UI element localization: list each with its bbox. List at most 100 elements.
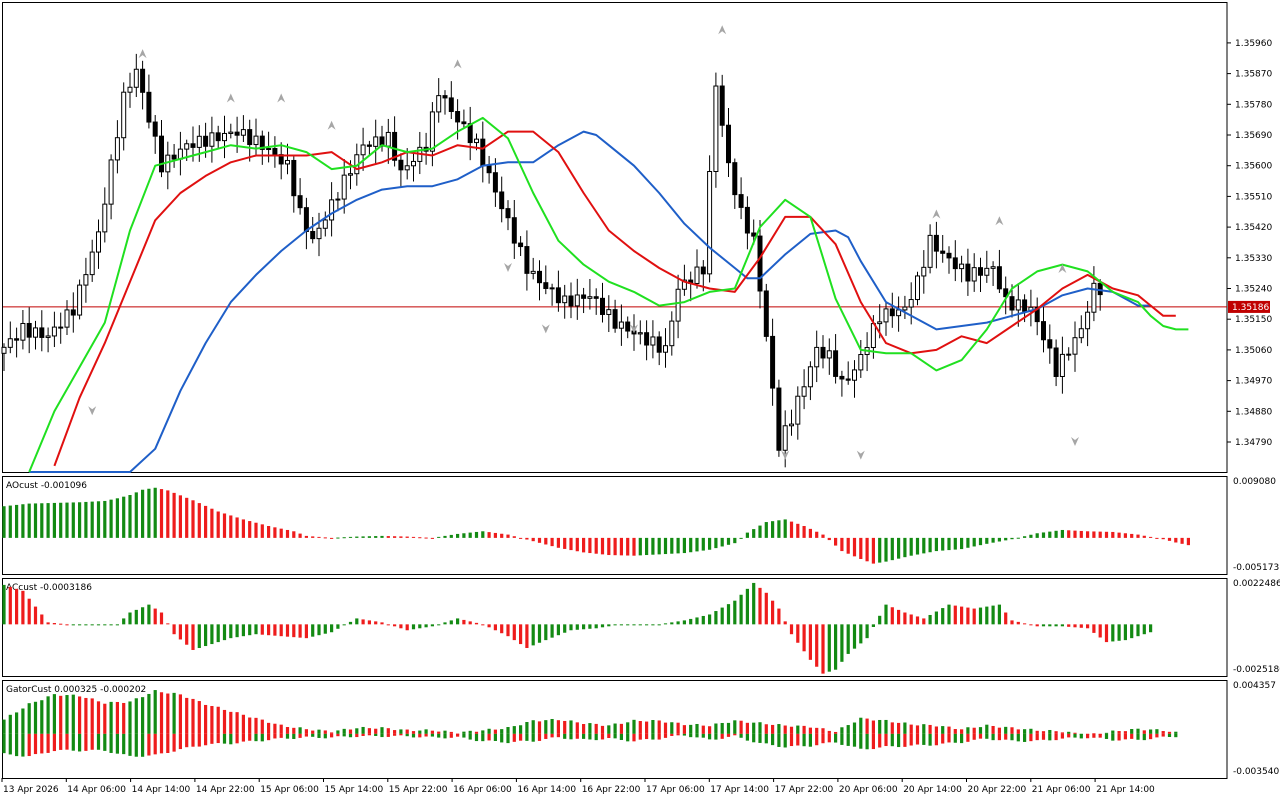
gator-upper-bar [651, 720, 655, 734]
gator-lower-bar [594, 733, 598, 741]
ao-bar [330, 537, 334, 539]
gator-lower-bar [298, 733, 302, 738]
gator-lower-bar [21, 733, 25, 757]
gator-lower-bar [260, 733, 264, 742]
ac-bar [468, 621, 472, 625]
ac-bar [821, 624, 825, 674]
gator-lower-bar [569, 733, 573, 740]
gator-lower-bar [330, 733, 334, 738]
candle-body [555, 287, 561, 304]
candle-body [474, 138, 479, 144]
ao-bar [878, 537, 882, 563]
gator-axis-label: 0.004357 [1233, 681, 1276, 691]
ao-bar [915, 537, 920, 555]
ao-bar [771, 521, 775, 538]
ac-bar [273, 624, 277, 636]
ac-bar [481, 624, 485, 626]
ao-indicator-pane[interactable]: AOcust -0.001096 0.009080 -0.005173 [2, 476, 1279, 575]
gator-upper-bar [449, 731, 453, 734]
gator-upper-bar [330, 732, 334, 734]
gator-upper-bar [991, 725, 995, 734]
gator-lower-bar [972, 733, 976, 740]
gator-upper-bar [714, 723, 718, 734]
candle-body [549, 287, 555, 290]
gator-lower-bar [506, 733, 510, 744]
candle-body [581, 294, 587, 299]
ac-bar [52, 623, 56, 625]
candle-body [700, 266, 706, 275]
gator-upper-bar [393, 730, 397, 734]
ac-bar [531, 624, 535, 646]
gator-upper-bar [33, 701, 38, 734]
gator-lower-bar [682, 733, 686, 736]
ao-bar [197, 503, 201, 538]
candle-body [908, 299, 914, 308]
ac-bar [739, 594, 743, 625]
gator-lower-bar [1167, 733, 1172, 737]
gator-lower-bar [575, 733, 579, 739]
gator-upper-bar [834, 731, 838, 734]
gator-upper-bar [783, 725, 787, 734]
gator-lower-bar [783, 733, 787, 748]
ao-bar [531, 537, 535, 542]
time-tick-label: 15 Apr 22:00 [389, 785, 448, 795]
gator-upper-bar [185, 697, 189, 734]
gator-upper-bar [676, 722, 680, 734]
gator-lower-bar [519, 733, 523, 741]
gator-lower-bar [588, 733, 592, 740]
ao-bar [40, 503, 44, 538]
gator-lower-bar [103, 733, 107, 751]
ao-bar [537, 537, 542, 543]
gator-upper-bar [115, 701, 119, 734]
gator-upper-bar [292, 727, 296, 734]
ac-bar [191, 624, 195, 650]
ao-bar [166, 490, 170, 538]
gator-lower-bar [827, 733, 831, 743]
candle-body [146, 91, 152, 123]
gator-lower-bar [808, 733, 812, 747]
ac-bar [834, 624, 838, 670]
ac-bar [745, 588, 749, 625]
candle-body [448, 97, 454, 113]
gator-lower-bar [386, 733, 390, 737]
ac-indicator-pane[interactable]: ACcust -0.0003186 0.0022486 -0.0025180 [2, 578, 1280, 677]
fractal-down-marker [541, 324, 550, 334]
candle-body [39, 327, 45, 338]
gator-lower-bar [689, 733, 693, 738]
gator-lower-bar [235, 733, 239, 744]
gator-lower-bar [947, 733, 951, 743]
gator-indicator-pane[interactable]: GatorCust 0.000325 -0.000202 0.004357 -0.0… [2, 680, 1279, 779]
ao-bar [626, 537, 630, 556]
ao-bar [292, 531, 296, 538]
gator-upper-bar [380, 727, 384, 734]
gator-indicator-label: GatorCust 0.000325 -0.000202 [6, 685, 146, 695]
ao-bar [972, 537, 976, 547]
gator-lower-bar [708, 733, 712, 740]
candle-body [927, 234, 933, 268]
gator-upper-bar [21, 708, 25, 734]
ac-bar [437, 624, 441, 626]
ac-axis-label: 0.0022486 [1233, 579, 1280, 589]
gator-upper-bar [638, 721, 642, 734]
ao-bar [519, 537, 523, 539]
gator-upper-bar [563, 720, 567, 734]
ac-bar [922, 618, 926, 625]
ac-bar [298, 624, 302, 638]
ac-bar [267, 624, 271, 636]
gator-lower-bar [852, 733, 857, 747]
gator-lower-bar [815, 733, 819, 746]
candle-body [1009, 296, 1015, 311]
price-tick-label: 1.34970 [1235, 377, 1272, 387]
gator-lower-bar [1098, 733, 1102, 738]
ao-bar [1123, 533, 1127, 538]
gator-upper-bar [210, 706, 214, 734]
gator-upper-bar [254, 717, 258, 734]
gator-upper-bar [1029, 728, 1033, 734]
ac-bar [21, 590, 25, 625]
gator-lower-bar [796, 733, 800, 746]
main-price-pane[interactable]: 1.35960 1.35870 1.35780 1.35690 1.35600 1.355… [1, 2, 1272, 473]
ao-bar [512, 536, 516, 538]
gator-lower-bar [544, 733, 548, 739]
price-tick-label: 1.35510 [1235, 192, 1272, 202]
